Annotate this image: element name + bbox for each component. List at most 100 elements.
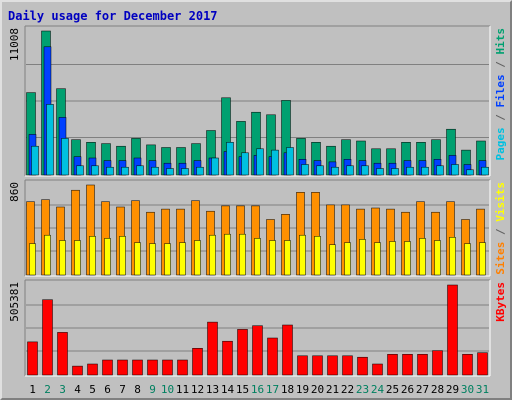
bar-kbytes-day-20 [312, 355, 323, 376]
bar-kbytes-day-25 [387, 354, 398, 376]
bar-pages-day-9 [151, 166, 159, 176]
x-tick-label-21: 21 [326, 383, 339, 396]
bar-kbytes-day-28 [432, 350, 443, 376]
legend-entry: / [494, 108, 507, 128]
legend-entry: Sites [494, 242, 507, 275]
bar-kbytes-day-30 [462, 354, 473, 376]
x-tick-label-1: 1 [29, 383, 36, 396]
bar-sites-day-21 [329, 244, 336, 276]
bar-kbytes-day-27 [417, 354, 428, 376]
bar-kbytes-day-17 [267, 337, 278, 376]
legend-entry: / [494, 222, 507, 242]
bar-pages-day-26 [406, 166, 414, 176]
bar-sites-day-5 [89, 236, 96, 276]
panel-max-label: 11008 [8, 28, 21, 61]
panel-max-label: 505381 [8, 282, 21, 322]
panel-legend: Pages / Files / Hits [494, 28, 507, 161]
bar-pages-day-21 [331, 166, 339, 176]
bar-sites-day-30 [464, 243, 471, 276]
legend-entry: Visits [494, 182, 507, 222]
bar-kbytes-day-22 [342, 355, 353, 376]
bar-sites-day-1 [29, 243, 36, 276]
bar-pages-day-23 [361, 165, 369, 176]
bar-pages-day-6 [106, 166, 114, 176]
x-tick-label-26: 26 [401, 383, 414, 396]
bar-sites-day-25 [389, 241, 396, 276]
bar-sites-day-19 [299, 234, 306, 276]
bar-pages-day-13 [211, 157, 219, 176]
x-tick-label-28: 28 [431, 383, 444, 396]
x-tick-label-29: 29 [446, 383, 459, 396]
legend-entry: / [494, 55, 507, 75]
x-tick-label-2: 2 [44, 383, 51, 396]
bar-sites-day-16 [254, 238, 261, 276]
bar-sites-day-24 [374, 242, 381, 276]
bar-kbytes-day-15 [237, 329, 248, 376]
bar-pages-day-25 [391, 168, 399, 176]
legend-entry: Pages [494, 127, 507, 160]
bar-pages-day-22 [346, 165, 354, 176]
bar-sites-day-20 [314, 236, 321, 276]
chart-title: Daily usage for December 2017 [8, 9, 218, 23]
panel-max-label: 860 [8, 182, 21, 202]
x-tick-label-10: 10 [161, 383, 174, 396]
bar-sites-day-22 [344, 242, 351, 276]
x-tick-label-5: 5 [89, 383, 96, 396]
bar-pages-day-3 [61, 138, 69, 176]
x-tick-label-27: 27 [416, 383, 429, 396]
bar-kbytes-day-8 [132, 359, 143, 376]
legend-entry: Files [494, 74, 507, 107]
bar-sites-day-3 [59, 240, 66, 276]
bar-kbytes-day-12 [192, 348, 203, 376]
bar-kbytes-day-26 [402, 354, 413, 376]
bar-sites-day-9 [149, 243, 156, 276]
panel-legend: Sites / Visits [494, 182, 507, 275]
bar-kbytes-day-21 [327, 355, 338, 376]
bar-sites-day-28 [434, 240, 441, 276]
bar-sites-day-8 [134, 242, 141, 276]
bar-pages-day-28 [436, 165, 444, 176]
bar-kbytes-day-1 [27, 341, 38, 376]
bar-kbytes-day-19 [297, 355, 308, 376]
bar-sites-day-10 [164, 243, 171, 276]
bar-sites-day-7 [119, 236, 126, 276]
bar-pages-day-16 [256, 148, 264, 176]
bar-kbytes-day-9 [147, 359, 158, 376]
bar-kbytes-day-29 [447, 284, 458, 376]
bar-sites-day-15 [239, 233, 246, 276]
bar-pages-day-19 [301, 164, 309, 176]
bar-kbytes-day-16 [252, 325, 263, 376]
x-tick-label-23: 23 [356, 383, 369, 396]
x-tick-label-3: 3 [59, 383, 66, 396]
bar-pages-day-17 [271, 149, 279, 176]
x-tick-label-4: 4 [74, 383, 81, 396]
bar-pages-day-8 [136, 165, 144, 176]
bar-sites-day-6 [104, 238, 111, 276]
bar-kbytes-day-4 [72, 365, 83, 376]
bar-pages-day-27 [421, 166, 429, 176]
bar-sites-day-17 [269, 240, 276, 276]
bar-kbytes-day-13 [207, 321, 218, 376]
panel-top: 11008 Pages / Files / Hits [8, 25, 507, 177]
x-tick-label-30: 30 [461, 383, 474, 396]
bar-sites-day-29 [449, 237, 456, 276]
x-tick-label-12: 12 [191, 383, 204, 396]
x-tick-label-24: 24 [371, 383, 385, 396]
bar-kbytes-day-31 [477, 352, 488, 376]
bar-pages-day-18 [286, 147, 294, 176]
bar-pages-day-11 [181, 168, 189, 176]
bar-kbytes-day-6 [102, 359, 113, 376]
bar-pages-day-20 [316, 165, 324, 176]
bar-kbytes-day-11 [177, 359, 188, 376]
x-tick-label-17: 17 [266, 383, 279, 396]
bar-sites-day-14 [224, 233, 231, 276]
bar-kbytes-day-24 [372, 363, 383, 376]
bar-pages-day-14 [226, 142, 234, 176]
bar-pages-day-15 [241, 152, 249, 176]
bar-sites-day-4 [74, 240, 81, 276]
x-tick-label-19: 19 [296, 383, 309, 396]
x-tick-label-31: 31 [476, 383, 489, 396]
x-tick-label-15: 15 [236, 383, 249, 396]
